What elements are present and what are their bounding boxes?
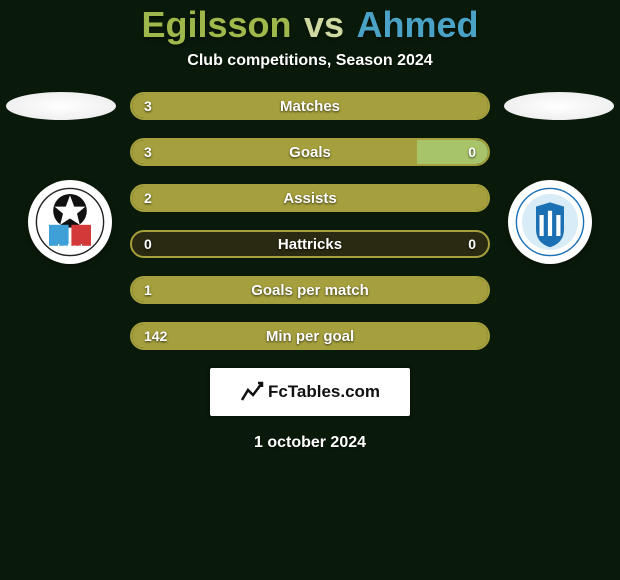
- stat-value-p2: 0: [468, 236, 476, 252]
- title-player1: Egilsson: [142, 4, 292, 46]
- stat-value-p2: 0: [468, 144, 476, 160]
- placeholder-ellipse-left: [6, 92, 116, 120]
- stat-fill-p1: [132, 140, 417, 164]
- brand-footer: FcTables.com: [210, 368, 410, 416]
- stat-value-p1: 2: [144, 190, 152, 206]
- stat-label: Goals: [289, 144, 331, 161]
- team-badge-right: [508, 180, 592, 264]
- stat-row: 2 Assists: [130, 184, 490, 212]
- stat-value-p1: 3: [144, 144, 152, 160]
- stat-value-p1: 1: [144, 282, 152, 298]
- stat-label: Assists: [283, 190, 336, 207]
- date-text: 1 october 2024: [0, 434, 620, 452]
- team-badge-left: Labod: [28, 180, 112, 264]
- brand-text: FcTables.com: [268, 382, 380, 402]
- stat-value-p1: 142: [144, 328, 167, 344]
- stat-label: Hattricks: [278, 236, 342, 253]
- compare-area: Labod 3 Matches 3 0 Goals 2 Assists 0 0 Hattricks…: [0, 92, 620, 350]
- stat-row: 142 Min per goal: [130, 322, 490, 350]
- title-vs: vs: [304, 4, 344, 46]
- stat-row: 3 Matches: [130, 92, 490, 120]
- stat-row: 0 0 Hattricks: [130, 230, 490, 258]
- title-row: Egilsson vs Ahmed: [0, 4, 620, 46]
- stat-value-p1: 3: [144, 98, 152, 114]
- stat-label: Matches: [280, 98, 340, 115]
- title-player2: Ahmed: [356, 4, 478, 46]
- stat-label: Goals per match: [251, 282, 369, 299]
- placeholder-ellipse-right: [504, 92, 614, 120]
- subtitle: Club competitions, Season 2024: [0, 52, 620, 70]
- chart-line-icon: [240, 380, 264, 404]
- stat-row: 3 0 Goals: [130, 138, 490, 166]
- club-crest-right-icon: [515, 187, 585, 257]
- stat-fill-p2: [417, 140, 488, 164]
- stat-row: 1 Goals per match: [130, 276, 490, 304]
- comparison-infographic: Egilsson vs Ahmed Club competitions, Sea…: [0, 0, 620, 580]
- club-crest-left-icon: Labod: [35, 187, 105, 257]
- stat-label: Min per goal: [266, 328, 354, 345]
- stat-bars: 3 Matches 3 0 Goals 2 Assists 0 0 Hattricks 1 Goals…: [130, 92, 490, 350]
- stat-value-p1: 0: [144, 236, 152, 252]
- svg-text:Labod: Labod: [57, 242, 82, 252]
